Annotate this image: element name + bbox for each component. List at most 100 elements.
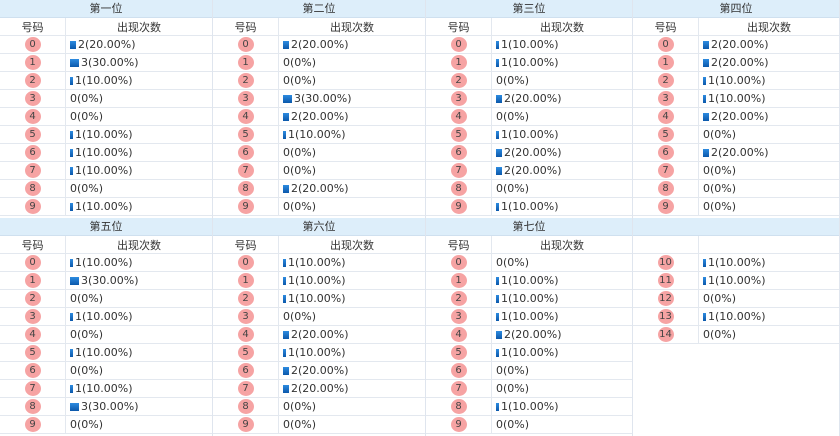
frequency-bar bbox=[70, 348, 73, 357]
position-table: 10 1(10.00%) 11 1(10.00%) 12 0(0%) 13 1(10.00%)… bbox=[633, 218, 840, 436]
table-row: 9 0(0%) bbox=[633, 198, 839, 216]
number-header: 号码 bbox=[426, 236, 492, 253]
table-row: 7 1(10.00%) bbox=[0, 380, 212, 398]
table-row: 3 3(30.00%) bbox=[213, 90, 425, 108]
number-ball: 13 bbox=[657, 309, 674, 324]
position-title: 第六位 bbox=[213, 218, 425, 236]
number-ball: 4 bbox=[24, 327, 41, 342]
count-value: 1(10.00%) bbox=[708, 310, 766, 323]
number-ball: 9 bbox=[450, 199, 467, 214]
count-value: 1(10.00%) bbox=[75, 200, 133, 213]
count-value: 0(0%) bbox=[703, 128, 737, 141]
table-row: 1 3(30.00%) bbox=[0, 54, 212, 72]
table-row: 6 2(20.00%) bbox=[633, 144, 839, 162]
number-ball: 5 bbox=[450, 345, 467, 360]
count-value: 1(10.00%) bbox=[708, 274, 766, 287]
frequency-bar bbox=[496, 166, 502, 175]
count-header bbox=[699, 236, 839, 253]
table-row: 8 1(10.00%) bbox=[426, 398, 632, 416]
count-value: 2(20.00%) bbox=[504, 146, 562, 159]
position-title bbox=[633, 218, 839, 236]
number-ball: 5 bbox=[237, 127, 254, 142]
table-row: 13 1(10.00%) bbox=[633, 308, 839, 326]
table-row: 9 0(0%) bbox=[426, 416, 632, 434]
count-value: 1(10.00%) bbox=[501, 200, 559, 213]
number-ball: 8 bbox=[450, 181, 467, 196]
number-ball: 6 bbox=[237, 145, 254, 160]
count-value: 0(0%) bbox=[283, 400, 317, 413]
table-row: 4 2(20.00%) bbox=[213, 108, 425, 126]
number-ball: 4 bbox=[237, 109, 254, 124]
table-row: 2 0(0%) bbox=[213, 72, 425, 90]
position-table: 第一位 号码 出现次数 0 2(20.00%) 1 3(30.00%) 2 1(10.00%) 3… bbox=[0, 0, 213, 218]
table-row: 0 1(10.00%) bbox=[426, 36, 632, 54]
table-row: 4 0(0%) bbox=[0, 108, 212, 126]
table-row: 7 0(0%) bbox=[426, 380, 632, 398]
section-top: 第一位 号码 出现次数 0 2(20.00%) 1 3(30.00%) 2 1(10.00%) 3… bbox=[0, 0, 840, 218]
count-value: 1(10.00%) bbox=[75, 346, 133, 359]
count-value: 3(30.00%) bbox=[81, 56, 139, 69]
number-ball: 9 bbox=[237, 417, 254, 432]
frequency-bar bbox=[496, 312, 499, 321]
number-ball: 1 bbox=[450, 273, 467, 288]
frequency-bar bbox=[283, 130, 286, 139]
count-header: 出现次数 bbox=[330, 20, 374, 34]
number-ball: 0 bbox=[450, 255, 467, 270]
frequency-bar bbox=[70, 384, 73, 393]
table-row: 6 0(0%) bbox=[213, 144, 425, 162]
count-value: 1(10.00%) bbox=[708, 74, 766, 87]
count-value: 1(10.00%) bbox=[501, 38, 559, 51]
position-table: 第五位 号码 出现次数 0 1(10.00%) 1 3(30.00%) 2 0(0%) 3 1(10… bbox=[0, 218, 213, 436]
count-value: 0(0%) bbox=[283, 74, 317, 87]
count-value: 1(10.00%) bbox=[708, 256, 766, 269]
count-value: 1(10.00%) bbox=[75, 256, 133, 269]
count-value: 1(10.00%) bbox=[75, 382, 133, 395]
count-value: 1(10.00%) bbox=[501, 346, 559, 359]
count-value: 0(0%) bbox=[70, 418, 104, 431]
table-row: 9 1(10.00%) bbox=[426, 198, 632, 216]
number-ball: 0 bbox=[657, 37, 674, 52]
number-ball: 1 bbox=[237, 273, 254, 288]
count-value: 0(0%) bbox=[496, 256, 530, 269]
number-ball: 1 bbox=[24, 273, 41, 288]
count-value: 0(0%) bbox=[283, 310, 317, 323]
frequency-bar bbox=[703, 112, 709, 121]
count-value: 0(0%) bbox=[703, 292, 737, 305]
number-ball: 2 bbox=[24, 291, 41, 306]
table-row: 10 1(10.00%) bbox=[633, 254, 839, 272]
count-value: 2(20.00%) bbox=[504, 92, 562, 105]
table-row: 3 0(0%) bbox=[213, 308, 425, 326]
position-title: 第二位 bbox=[213, 0, 425, 18]
table-row: 2 1(10.00%) bbox=[213, 290, 425, 308]
number-ball: 3 bbox=[450, 309, 467, 324]
frequency-bar bbox=[283, 366, 289, 375]
table-row: 0 2(20.00%) bbox=[633, 36, 839, 54]
count-value: 0(0%) bbox=[283, 418, 317, 431]
frequency-bar bbox=[70, 312, 73, 321]
table-row: 1 3(30.00%) bbox=[0, 272, 212, 290]
frequency-bar bbox=[70, 166, 73, 175]
count-value: 2(20.00%) bbox=[504, 164, 562, 177]
number-ball: 3 bbox=[237, 91, 254, 106]
table-row: 2 1(10.00%) bbox=[426, 290, 632, 308]
frequency-bar bbox=[70, 402, 79, 411]
number-ball: 3 bbox=[657, 91, 674, 106]
count-value: 1(10.00%) bbox=[75, 128, 133, 141]
number-ball: 9 bbox=[24, 417, 41, 432]
frequency-bar bbox=[496, 330, 502, 339]
count-value: 1(10.00%) bbox=[288, 274, 346, 287]
subheader-row: 号码 出现次数 bbox=[426, 18, 632, 36]
table-row: 12 0(0%) bbox=[633, 290, 839, 308]
count-header: 出现次数 bbox=[330, 238, 374, 252]
table-row: 5 1(10.00%) bbox=[0, 344, 212, 362]
table-row: 4 0(0%) bbox=[426, 108, 632, 126]
count-value: 0(0%) bbox=[70, 182, 104, 195]
table-row: 8 2(20.00%) bbox=[213, 180, 425, 198]
count-value: 2(20.00%) bbox=[291, 110, 349, 123]
number-ball: 9 bbox=[24, 199, 41, 214]
table-row: 0 0(0%) bbox=[426, 254, 632, 272]
frequency-bar bbox=[703, 258, 706, 267]
position-table: 第三位 号码 出现次数 0 1(10.00%) 1 1(10.00%) 2 0(0%) 3 2(20… bbox=[426, 0, 633, 218]
number-ball: 2 bbox=[450, 73, 467, 88]
position-table: 第二位 号码 出现次数 0 2(20.00%) 1 0(0%) 2 0(0%) 3 3(30.00%… bbox=[213, 0, 426, 218]
